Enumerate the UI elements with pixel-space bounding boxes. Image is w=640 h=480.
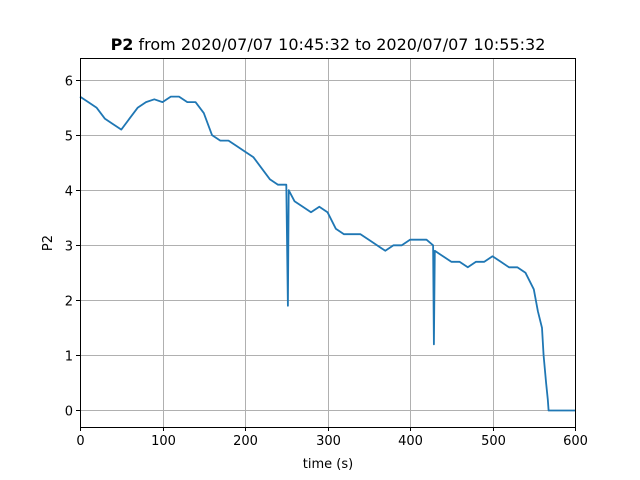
y-tick-label: 4 <box>65 185 73 200</box>
x-tick-label: 0 <box>76 434 84 449</box>
x-tick-label: 600 <box>563 434 588 449</box>
chart-title-rest: from 2020/07/07 10:45:32 to 2020/07/07 1… <box>133 35 545 54</box>
series-line <box>79 95 575 412</box>
y-tick-label: 6 <box>65 75 73 90</box>
grid-layer <box>80 58 576 427</box>
x-tick-label: 100 <box>151 434 176 449</box>
y-tick-label: 2 <box>65 295 73 310</box>
x-tick-label: 500 <box>481 434 506 449</box>
y-tick-label: 3 <box>65 240 73 255</box>
x-tick-label: 300 <box>316 434 341 449</box>
chart-title-bold: P2 <box>111 35 134 54</box>
x-tick-label: 400 <box>398 434 423 449</box>
y-tick-label: 0 <box>65 405 73 420</box>
series-layer <box>79 95 575 412</box>
chart-title: P2 from 2020/07/07 10:45:32 to 2020/07/0… <box>111 35 546 54</box>
ticks-layer: 0 100 200 300 400 500 600 0 1 2 3 4 5 6 <box>65 75 588 450</box>
x-tick-label: 200 <box>233 434 258 449</box>
y-tick-label: 5 <box>65 130 73 145</box>
y-tick-label: 1 <box>65 350 73 365</box>
y-axis-label: P2 <box>41 235 56 251</box>
x-axis-label: time (s) <box>303 457 353 472</box>
